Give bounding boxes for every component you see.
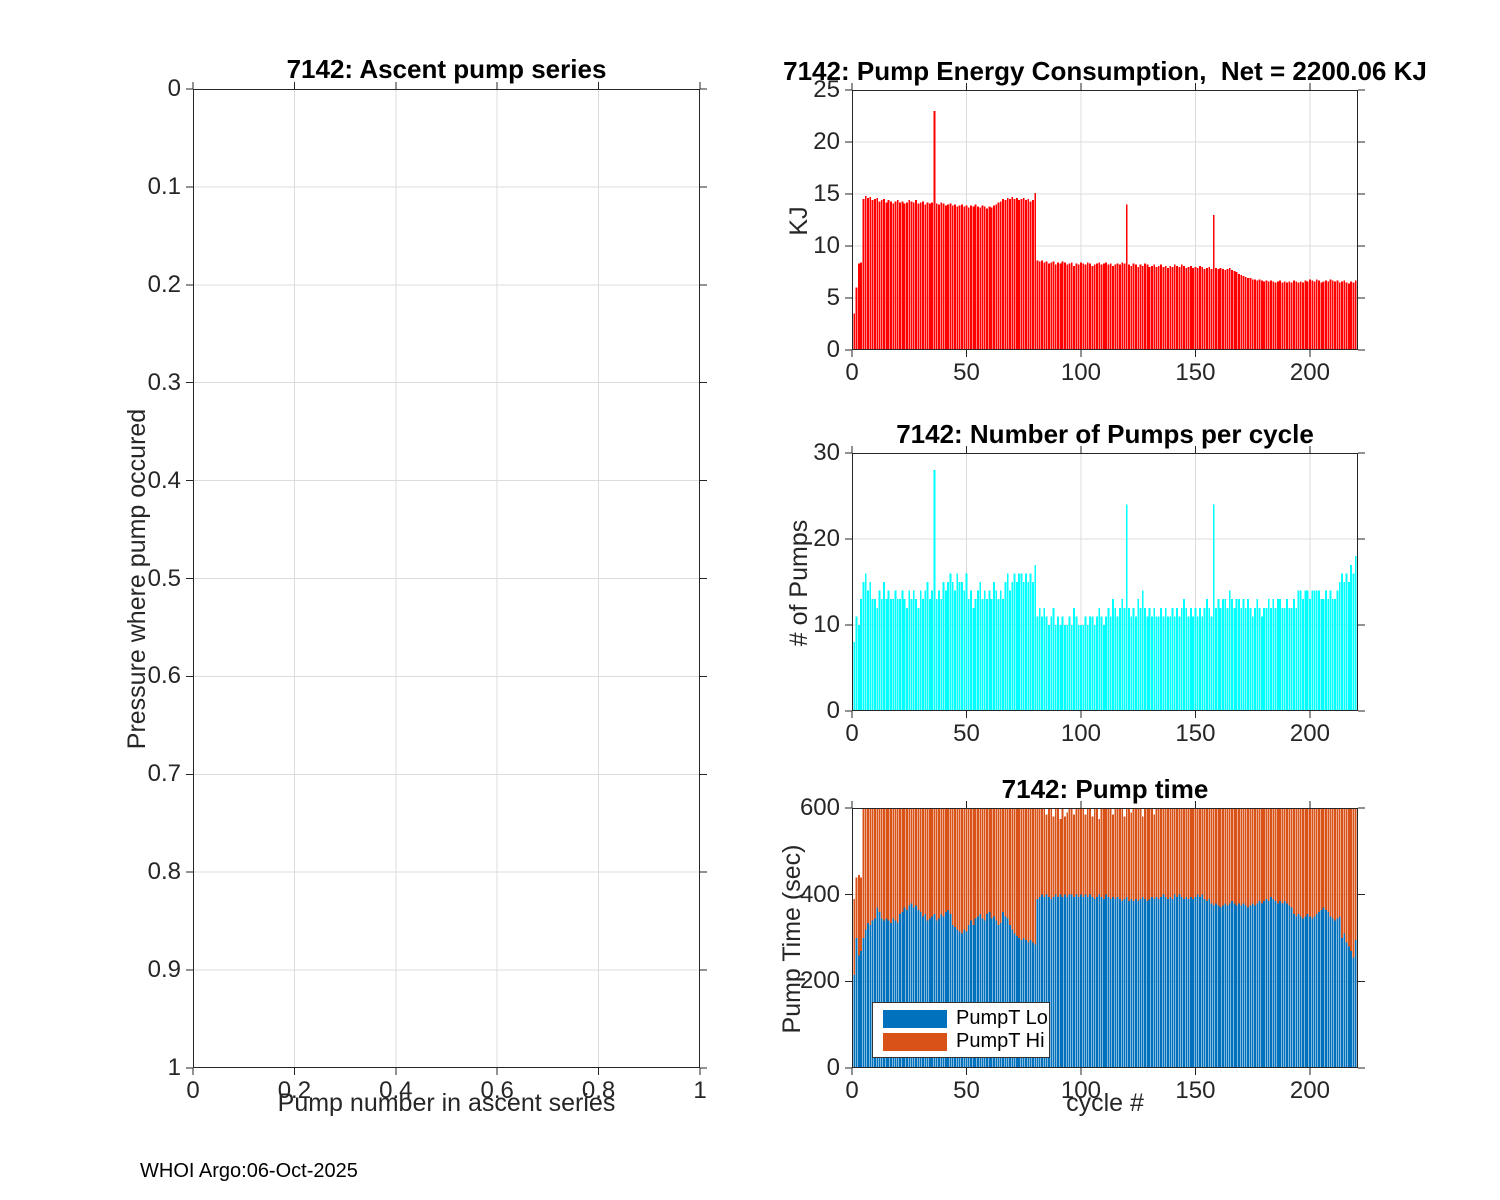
legend-row-pumpt-lo: PumpT Lo bbox=[873, 1007, 1049, 1030]
pumps-per-cycle-axes: 0 50 100 150 200 0 10 20 30 bbox=[813, 439, 1365, 747]
y-tick-label: 200 bbox=[799, 967, 840, 995]
y-tick-label: 10 bbox=[813, 232, 840, 259]
pumps-y-axis-label: # of Pumps bbox=[785, 519, 813, 647]
y-tick-label: 0.7 bbox=[147, 760, 181, 788]
pump-time-plot-title: 7142: Pump time bbox=[1001, 774, 1209, 804]
ascent-plot-title: 7142: Ascent pump series bbox=[286, 54, 607, 84]
y-tick-label: 1 bbox=[167, 1054, 181, 1081]
pumpt-lo-label: PumpT Lo bbox=[956, 1007, 1048, 1029]
ascent-pump-series-axes: 0 0.2 0.4 0.6 0.8 1 0 0.1 0.2 0.3 0.4 0.5 0.6 0.7 0.8 0… bbox=[148, 75, 707, 1104]
y-tick-label: 0.9 bbox=[147, 956, 181, 984]
pump-energy-axes: 0 50 100 150 200 0 5 10 15 20 25 bbox=[813, 76, 1365, 386]
y-tick-label: 20 bbox=[813, 525, 840, 552]
energy-y-axis-label: KJ bbox=[785, 206, 813, 236]
x-tick-label: 0 bbox=[845, 359, 859, 386]
pump-time-axes: PumpT Lo PumpT Hi 0 50 100 150 200 0 200 400 600 bbox=[800, 794, 1365, 1104]
y-tick-label: 5 bbox=[826, 284, 840, 311]
x-tick-label: 100 bbox=[1060, 720, 1101, 747]
x-tick-label: 1 bbox=[693, 1077, 707, 1104]
x-tick-label: 0.4 bbox=[379, 1077, 413, 1104]
y-tick-label: 400 bbox=[799, 880, 840, 908]
y-tick-label: 25 bbox=[813, 76, 840, 103]
x-tick-label: 150 bbox=[1175, 359, 1216, 386]
y-tick-label: 0 bbox=[826, 697, 840, 724]
y-tick-label: 0.4 bbox=[147, 466, 181, 494]
x-tick-label: 50 bbox=[953, 720, 980, 747]
x-tick-label: 0.2 bbox=[277, 1077, 312, 1104]
pumps-per-cycle-plot-title: 7142: Number of Pumps per cycle bbox=[896, 419, 1314, 449]
y-tick-label: 20 bbox=[813, 128, 840, 155]
y-tick-label: 10 bbox=[813, 611, 840, 638]
y-tick-label: 0.2 bbox=[147, 270, 181, 298]
watermark-text: WHOI Argo:06-Oct-2025 bbox=[140, 1160, 358, 1182]
y-tick-label: 0.5 bbox=[147, 564, 181, 592]
y-tick-label: 0.8 bbox=[147, 858, 181, 886]
y-tick-label: 15 bbox=[813, 180, 840, 207]
x-tick-label: 100 bbox=[1060, 359, 1101, 386]
pumpt-hi-label: PumpT Hi bbox=[956, 1030, 1045, 1052]
y-tick-label: 600 bbox=[799, 794, 840, 821]
ascent-y-axis-label: Pressure where pump occured bbox=[123, 408, 151, 750]
x-tick-label: 0 bbox=[845, 720, 859, 747]
y-tick-label: 0 bbox=[167, 75, 181, 102]
pump-time-legend: PumpT Lo PumpT Hi bbox=[872, 1002, 1050, 1058]
x-tick-label: 0 bbox=[186, 1077, 200, 1104]
y-tick-label: 0.1 bbox=[147, 172, 181, 200]
x-tick-label: 200 bbox=[1289, 1077, 1330, 1104]
pump-time-y-axis-label: Pump Time (sec) bbox=[778, 844, 806, 1034]
pumpt-hi-swatch bbox=[883, 1032, 947, 1051]
x-tick-label: 150 bbox=[1175, 1077, 1216, 1104]
x-tick-label: 50 bbox=[953, 359, 980, 386]
energy-plot-title: 7142: Pump Energy Consumption, Net = 220… bbox=[783, 56, 1427, 86]
y-tick-label: 30 bbox=[813, 439, 840, 466]
y-tick-label: 0 bbox=[826, 1054, 840, 1081]
x-tick-label: 0.8 bbox=[581, 1077, 616, 1104]
pump-time-x-axis-label: cycle # bbox=[1066, 1089, 1144, 1117]
x-tick-label: 200 bbox=[1289, 359, 1330, 386]
ascent-x-axis-label: Pump number in ascent series bbox=[277, 1089, 616, 1117]
x-tick-label: 50 bbox=[953, 1077, 980, 1104]
x-tick-label: 0.6 bbox=[480, 1077, 514, 1104]
y-tick-label: 0.3 bbox=[147, 368, 181, 396]
x-tick-label: 100 bbox=[1060, 1077, 1101, 1104]
y-tick-label: 0.6 bbox=[147, 662, 181, 690]
x-tick-label: 0 bbox=[845, 1077, 859, 1104]
x-tick-label: 150 bbox=[1175, 720, 1216, 747]
x-tick-label: 200 bbox=[1289, 720, 1330, 747]
pumpt-lo-swatch bbox=[883, 1009, 947, 1028]
y-tick-label: 0 bbox=[826, 336, 840, 363]
legend-row-pumpt-hi: PumpT Hi bbox=[873, 1030, 1049, 1053]
